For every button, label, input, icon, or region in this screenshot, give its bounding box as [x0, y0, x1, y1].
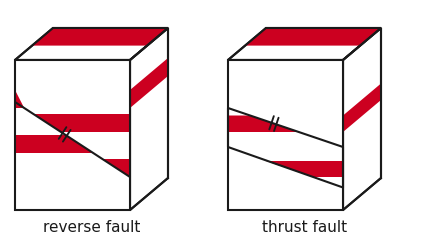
Polygon shape	[228, 28, 381, 60]
Polygon shape	[102, 159, 130, 177]
Polygon shape	[15, 60, 130, 210]
Polygon shape	[15, 135, 93, 153]
Polygon shape	[15, 90, 24, 108]
Polygon shape	[266, 160, 343, 177]
Polygon shape	[245, 28, 381, 46]
Text: thrust fault: thrust fault	[262, 220, 347, 235]
Polygon shape	[130, 58, 168, 108]
Polygon shape	[343, 84, 381, 132]
Polygon shape	[15, 28, 168, 60]
Polygon shape	[32, 28, 168, 46]
Polygon shape	[130, 28, 168, 210]
Polygon shape	[228, 60, 343, 210]
Text: reverse fault: reverse fault	[43, 220, 140, 235]
Polygon shape	[228, 115, 299, 132]
Polygon shape	[33, 114, 130, 132]
Polygon shape	[343, 28, 381, 210]
